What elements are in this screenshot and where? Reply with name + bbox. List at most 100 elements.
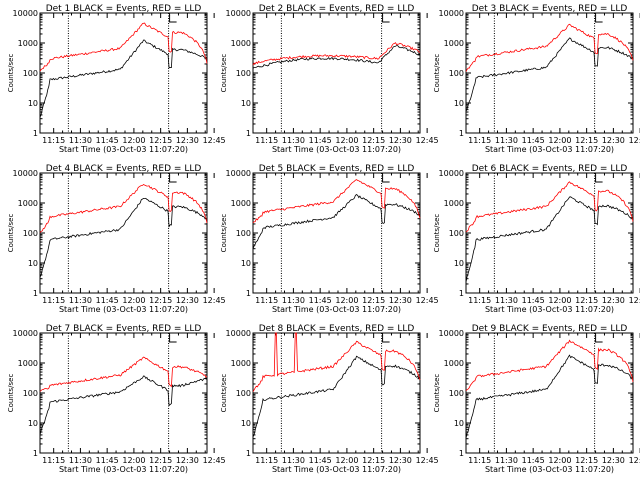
x-axis-label: Start Time (03-Oct-03 11:07:20) (59, 305, 188, 314)
x-tick-label: 12:15 (149, 296, 172, 305)
y-tick-label: 100 (449, 229, 464, 238)
x-tick-label: 12:00 (122, 456, 145, 465)
x-tick-label: 12:15 (362, 296, 385, 305)
x-axis-label: Start Time (03-Oct-03 11:07:20) (272, 305, 401, 314)
x-tick-label: 12:30 (389, 456, 412, 465)
y-tick-label: 10000 (13, 329, 38, 338)
panel-title: Det 2 BLACK = Events, RED = LLD (259, 4, 415, 14)
x-tick-label: 11:30 (69, 456, 92, 465)
detector-panel-6: Det 6 BLACK = Events, RED = LLD 1 10 100 100… (433, 164, 640, 314)
x-tick-label: 11:30 (495, 456, 518, 465)
x-tick-label: 11:45 (96, 456, 119, 465)
panel-title: Det 9 BLACK = Events, RED = LLD (472, 324, 628, 334)
plot-frame (465, 172, 634, 294)
x-tick-label: 11:15 (255, 296, 278, 305)
events-series-line (252, 45, 421, 69)
x-tick-label: 12:30 (176, 296, 199, 305)
panel-title: Det 7 BLACK = Events, RED = LLD (46, 324, 202, 334)
plot-frame (252, 12, 421, 134)
y-tick-label: 1 (459, 449, 464, 458)
y-axis-label: Counts/sec (433, 54, 441, 93)
interval-bracket (169, 175, 177, 183)
x-axis-label: Start Time (03-Oct-03 11:07:20) (485, 465, 614, 474)
x-tick-label: 11:15 (255, 456, 278, 465)
lld-series-line (252, 179, 421, 224)
y-tick-label: 10 (28, 419, 38, 428)
x-tick-label: 11:45 (309, 296, 332, 305)
y-tick-label: 1000 (444, 199, 464, 208)
x-tick-label: 12:30 (176, 456, 199, 465)
panel-title: Det 1 BLACK = Events, RED = LLD (46, 4, 202, 14)
y-axis-label: Counts/sec (433, 214, 441, 253)
interval-bracket (382, 175, 390, 183)
x-tick-label: 12:00 (122, 296, 145, 305)
interval-bracket (595, 335, 603, 343)
interval-bracket (382, 335, 390, 343)
y-tick-label: 100 (236, 69, 251, 78)
x-tick-label: 11:45 (309, 136, 332, 145)
x-tick-label: 11:45 (96, 296, 119, 305)
x-tick-label: 12:45 (203, 296, 226, 305)
x-tick-label: 11:15 (468, 136, 491, 145)
x-tick-label: 12:30 (602, 136, 625, 145)
y-tick-label: 10 (28, 99, 38, 108)
x-tick-label: 11:30 (282, 456, 305, 465)
y-tick-label: 1 (33, 289, 38, 298)
y-tick-label: 100 (449, 69, 464, 78)
y-tick-label: 100 (236, 389, 251, 398)
x-tick-label: 11:30 (495, 136, 518, 145)
interval-bracket (595, 175, 603, 183)
x-tick-label: 11:30 (282, 136, 305, 145)
x-tick-label: 12:15 (362, 136, 385, 145)
x-tick-label: 12:45 (416, 136, 439, 145)
y-axis-label: Counts/sec (220, 214, 228, 253)
x-tick-label: 12:45 (629, 456, 640, 465)
x-tick-label: 12:15 (362, 456, 385, 465)
y-tick-label: 10 (241, 99, 251, 108)
y-tick-label: 1 (33, 449, 38, 458)
lld-series-line (252, 332, 421, 392)
x-tick-label: 11:30 (282, 296, 305, 305)
detector-panel-1: Det 1 BLACK = Events, RED = LLD 1 10 100 100… (7, 4, 226, 154)
plot-frame (252, 172, 421, 294)
y-tick-label: 10000 (439, 9, 464, 18)
interval-bracket (169, 335, 177, 343)
x-tick-label: 12:00 (335, 456, 358, 465)
x-tick-label: 12:30 (602, 456, 625, 465)
x-tick-label: 12:15 (575, 456, 598, 465)
x-tick-label: 11:30 (69, 296, 92, 305)
x-tick-label: 12:30 (389, 296, 412, 305)
x-tick-label: 12:30 (602, 296, 625, 305)
y-tick-label: 1 (246, 129, 251, 138)
y-tick-label: 10000 (226, 9, 251, 18)
detector-panel-2: Det 2 BLACK = Events, RED = LLD 1 10 100 100… (220, 4, 439, 154)
x-tick-label: 12:00 (548, 296, 571, 305)
x-tick-label: 11:45 (522, 296, 545, 305)
y-tick-label: 1000 (18, 359, 38, 368)
y-tick-label: 1000 (18, 39, 38, 48)
plot-frame (252, 332, 421, 454)
y-tick-label: 100 (23, 229, 38, 238)
panel-title: Det 5 BLACK = Events, RED = LLD (259, 164, 415, 174)
x-axis-label: Start Time (03-Oct-03 11:07:20) (485, 305, 614, 314)
interval-bracket (382, 15, 390, 23)
x-axis-label: Start Time (03-Oct-03 11:07:20) (59, 145, 188, 154)
lld-series-line (465, 339, 634, 391)
x-tick-label: 12:15 (575, 296, 598, 305)
panel-title: Det 4 BLACK = Events, RED = LLD (46, 164, 202, 174)
y-axis-label: Counts/sec (7, 54, 15, 93)
x-tick-label: 11:15 (42, 296, 65, 305)
x-tick-label: 12:30 (389, 136, 412, 145)
x-axis-label: Start Time (03-Oct-03 11:07:20) (272, 465, 401, 474)
events-series-line (252, 193, 421, 249)
events-series-line (39, 197, 208, 278)
x-tick-label: 11:45 (309, 456, 332, 465)
x-tick-label: 11:30 (69, 136, 92, 145)
events-series-line (465, 196, 634, 283)
detector-panel-9: Det 9 BLACK = Events, RED = LLD 1 10 100 100… (433, 324, 640, 474)
y-tick-label: 10000 (439, 169, 464, 178)
x-tick-label: 12:15 (149, 136, 172, 145)
x-tick-label: 12:00 (548, 136, 571, 145)
y-tick-label: 100 (23, 69, 38, 78)
detector-panel-4: Det 4 BLACK = Events, RED = LLD 1 10 100 100… (7, 164, 226, 314)
